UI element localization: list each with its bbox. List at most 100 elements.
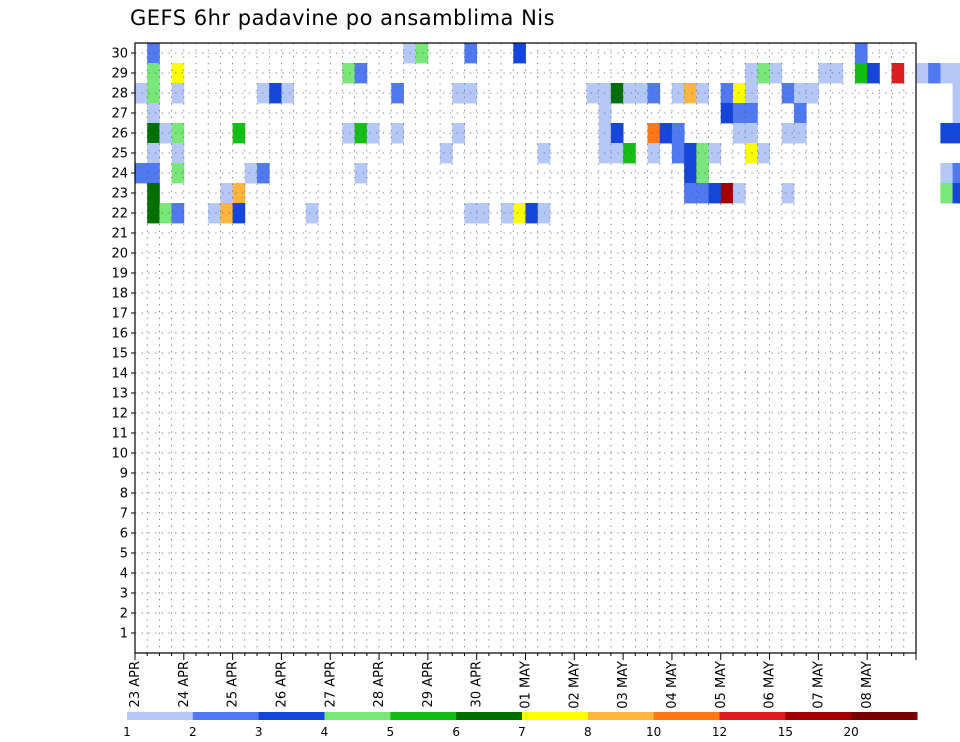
y-tick-label: 19 — [111, 267, 128, 282]
heatmap-cell — [354, 163, 368, 184]
y-tick-label: 9 — [120, 467, 128, 482]
y-tick-label: 10 — [111, 447, 128, 462]
legend-swatch — [587, 712, 655, 720]
heatmap-cell — [623, 83, 636, 104]
heatmap-cell — [781, 83, 795, 104]
heatmap-cell — [171, 203, 185, 224]
legend-level-label: 20 — [844, 725, 859, 739]
y-tick-label: 21 — [111, 227, 128, 242]
y-tick-label: 1 — [120, 627, 128, 642]
y-tick-label: 13 — [111, 387, 128, 402]
heatmap-cell — [147, 123, 160, 144]
heatmap-cell — [793, 123, 807, 144]
heatmap-cell — [147, 163, 160, 184]
heatmap-cells — [135, 43, 960, 224]
heatmap-cell — [854, 43, 868, 64]
heatmap-cell — [244, 163, 258, 184]
legend-level-label: 7 — [518, 725, 526, 739]
heatmap-cell — [684, 83, 697, 104]
heatmap-cell — [281, 83, 295, 104]
heatmap-cell — [208, 203, 221, 224]
heatmap-cell — [623, 143, 636, 164]
legend-level-label: 10 — [646, 725, 661, 739]
heatmap-cell — [952, 103, 960, 124]
heatmap-cell — [684, 183, 697, 204]
heatmap-cell — [220, 203, 234, 224]
y-tick-label: 6 — [120, 527, 128, 542]
y-tick-label: 8 — [120, 487, 128, 502]
heatmap-cell — [147, 63, 160, 84]
x-tick-label: 24 APR — [177, 661, 192, 707]
heatmap-cell — [354, 63, 368, 84]
heatmap-cell — [647, 143, 661, 164]
heatmap-cell — [732, 103, 746, 124]
y-tick-label: 11 — [111, 427, 128, 442]
chart-title: GEFS 6hr padavine po ansamblima Nis — [130, 6, 556, 30]
heatmap-cell — [171, 63, 185, 84]
legend-level-label: 1 — [123, 725, 131, 739]
heatmap-cell — [610, 143, 624, 164]
heatmap-cell — [696, 143, 709, 164]
heatmap-cell — [647, 123, 661, 144]
heatmap-cell — [135, 83, 148, 104]
y-tick-label: 23 — [111, 187, 128, 202]
legend-swatch — [719, 712, 786, 720]
heatmap-cell — [232, 123, 246, 144]
heatmap-cell — [610, 83, 624, 104]
y-tick-label: 28 — [111, 87, 128, 102]
y-tick-label: 29 — [111, 67, 128, 82]
heatmap-cell — [720, 183, 734, 204]
y-tick-label: 7 — [120, 507, 128, 522]
heatmap-cell — [708, 183, 722, 204]
heatmap-cell — [147, 203, 160, 224]
heatmap-cell — [354, 123, 368, 144]
heatmap-cell — [147, 183, 160, 204]
heatmap-cell — [940, 63, 954, 84]
x-tick-label: 06 MAY — [763, 661, 778, 709]
heatmap-cell — [720, 103, 734, 124]
y-tick-label: 15 — [111, 347, 128, 362]
heatmap-cell — [757, 143, 770, 164]
x-tick-label: 28 APR — [372, 661, 387, 707]
heatmap-cell — [793, 103, 807, 124]
heatmap-cell — [610, 123, 624, 144]
x-tick-label: 07 MAY — [811, 661, 826, 709]
heatmap-cell — [513, 43, 526, 64]
legend-swatch — [851, 712, 918, 720]
heatmap-cell — [684, 163, 697, 184]
heatmap-cell — [952, 183, 960, 204]
heatmap-cell — [867, 63, 880, 84]
y-tick-label: 12 — [111, 407, 128, 422]
x-axis: 23 APR 24 APR 25 APR 26 APR 27 APR 28 APR 29 A… — [128, 653, 917, 709]
y-tick-label: 17 — [111, 307, 128, 322]
heatmap-cell — [732, 123, 746, 144]
heatmap-cell — [635, 83, 648, 104]
legend-swatch — [258, 712, 325, 720]
heatmap-cell — [586, 83, 600, 104]
x-tick-label: 03 MAY — [616, 661, 631, 709]
legend-level-label: 3 — [255, 725, 263, 739]
color-legend: 1 2 3 4 5 6 7 8 10 12 15 20 — [123, 712, 918, 739]
heatmap-cell — [952, 163, 960, 184]
legend-swatch — [522, 712, 589, 720]
legend-swatch — [324, 712, 391, 720]
legend-level-label: 4 — [321, 725, 329, 739]
heatmap-cell — [342, 123, 356, 144]
x-tick-label: 29 APR — [421, 661, 436, 707]
heatmap-cell — [952, 83, 960, 104]
heatmap-cell — [781, 183, 795, 204]
heatmap-cell — [720, 83, 734, 104]
heatmap-cell — [159, 123, 173, 144]
heatmap-cell — [147, 103, 160, 124]
legend-swatch — [127, 712, 194, 720]
y-tick-label: 5 — [120, 547, 128, 562]
y-tick-label: 3 — [120, 587, 128, 602]
legend-level-label: 2 — [189, 725, 197, 739]
y-tick-label: 20 — [111, 247, 128, 262]
y-tick-label: 25 — [111, 147, 128, 162]
x-tick-label: 23 APR — [128, 661, 143, 707]
y-tick-label: 22 — [111, 207, 128, 222]
heatmap-cell — [476, 203, 490, 224]
x-tick-label: 27 APR — [323, 661, 338, 707]
